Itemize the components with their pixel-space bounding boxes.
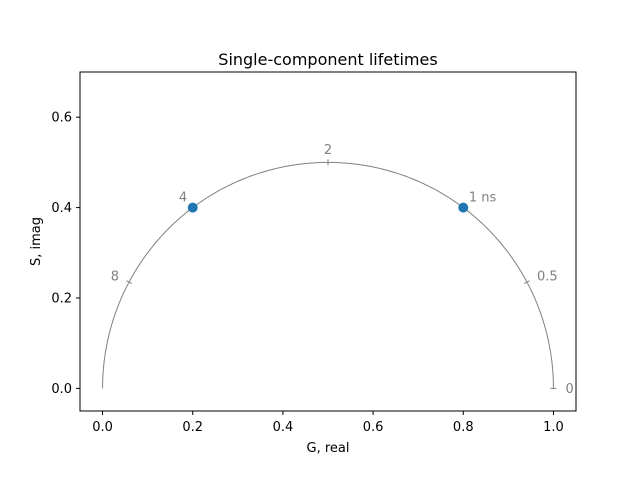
x-tick-label: 0.2 xyxy=(182,420,203,435)
semicircle-tick-label: 8 xyxy=(111,270,119,285)
y-axis-ticks: 0.0 0.2 0.4 0.6 xyxy=(51,111,80,397)
semicircle-tick-label: 2 xyxy=(324,143,332,158)
semicircle-tick-label: 0 xyxy=(565,382,573,397)
semicircle-tick-mark xyxy=(126,280,133,285)
data-points xyxy=(187,202,469,213)
data-point xyxy=(458,202,469,213)
chart-title: Single-component lifetimes xyxy=(218,50,437,69)
x-tick-label: 1.0 xyxy=(543,420,564,435)
x-tick-label: 0.0 xyxy=(92,420,113,435)
semicircle-tick-label: 1 ns xyxy=(469,191,497,206)
x-axis-ticks: 0.0 0.2 0.4 0.6 0.8 1.0 xyxy=(92,411,564,435)
y-axis-label: S, imag xyxy=(29,217,44,266)
x-tick-label: 0.4 xyxy=(273,420,294,435)
plot-frame xyxy=(79,71,577,412)
plot-area xyxy=(80,72,576,411)
x-axis-label: G, real xyxy=(307,441,350,456)
semicircle-tick-label: 4 xyxy=(179,191,187,206)
semicircle-tick-label: 0.5 xyxy=(537,270,558,285)
y-tick-label: 0.6 xyxy=(51,111,72,126)
x-tick-label: 0.8 xyxy=(453,420,474,435)
data-point xyxy=(187,202,198,213)
y-tick-label: 0.4 xyxy=(51,201,72,216)
semicircle-tick-mark xyxy=(523,280,530,285)
y-tick-label: 0.0 xyxy=(51,382,72,397)
x-tick-label: 0.6 xyxy=(363,420,384,435)
y-tick-label: 0.2 xyxy=(51,292,72,307)
